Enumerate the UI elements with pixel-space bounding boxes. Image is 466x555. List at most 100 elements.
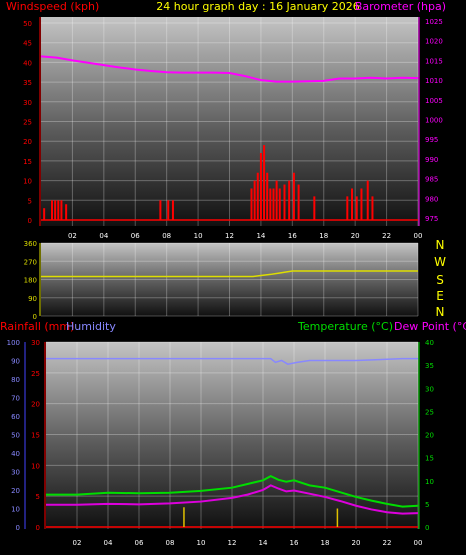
- humidity-tick-label: 70: [11, 395, 20, 403]
- windspeed-tick-label: 25: [23, 119, 32, 127]
- temperature-axis-label: Temperature (°C): [297, 320, 393, 333]
- panel1-x-tick-label: 08: [162, 232, 171, 240]
- rainfall-tick-label: 15: [31, 432, 40, 440]
- humidity-ticks: 0 10 20 30 40 50 60 70 80 90 100: [7, 339, 20, 532]
- panel3-x-tick-label: 12: [228, 539, 237, 547]
- compass-label-n-top: N: [436, 238, 445, 252]
- barometer-tick-label: 1015: [425, 57, 443, 65]
- windspeed-tick-label: 35: [23, 79, 32, 87]
- barometer-tick-label: 1000: [425, 117, 443, 125]
- panel1-x-tick-label: 04: [99, 232, 108, 240]
- panel1-x-tick-label: 20: [351, 232, 360, 240]
- panel2-plot-area: [41, 243, 418, 316]
- panel3-x-tick-label: 18: [321, 539, 330, 547]
- windspeed-tick-label: 45: [23, 40, 32, 48]
- panel3-x-ticks: 02 04 06 08 10 12 14 16 18 20 22 00: [73, 539, 423, 547]
- chart-title: 24 hour graph day : 16 January 2026: [156, 0, 360, 13]
- direction-tick-label: 180: [24, 277, 37, 285]
- dewpoint-axis-label: Dew Point (°C): [394, 320, 466, 333]
- panel1-x-tick-label: 16: [288, 232, 297, 240]
- windspeed-tick-label: 10: [23, 178, 32, 186]
- humidity-tick-label: 30: [11, 469, 20, 477]
- rainfall-tick-label: 5: [36, 493, 40, 501]
- panel1-x-tick-label: 00: [414, 232, 423, 240]
- compass-label-e: E: [436, 289, 444, 303]
- panel1-x-tick-label: 12: [225, 232, 234, 240]
- panel3-x-tick-label: 02: [73, 539, 82, 547]
- barometer-tick-label: 980: [425, 195, 438, 203]
- barometer-tick-label: 990: [425, 156, 438, 164]
- panel1-x-ticks: 02 04 06 08 10 12 14 16 18 20 22 00: [68, 232, 423, 240]
- humidity-axis-label: Humidity: [66, 320, 116, 333]
- panel1-series: [40, 55, 419, 220]
- windspeed-tick-label: 40: [23, 59, 32, 67]
- windspeed-tick-label: 50: [23, 20, 32, 28]
- temperature-tick-label: 10: [425, 478, 434, 486]
- panel3-x-tick-label: 22: [383, 539, 392, 547]
- humidity-tick-label: 80: [11, 376, 20, 384]
- temperature-tick-label: 15: [425, 455, 434, 463]
- rainfall-tick-label: 20: [31, 401, 40, 409]
- barometer-tick-label: 995: [425, 136, 438, 144]
- direction-tick-label: 360: [24, 240, 37, 248]
- temperature-ticks: 0 5 10 15 20 25 30 35 40: [425, 339, 434, 532]
- direction-tick-label: 270: [24, 258, 37, 266]
- panel3-x-tick-label: 04: [104, 539, 113, 547]
- barometer-tick-label: 1005: [425, 97, 443, 105]
- rainfall-tick-label: 30: [31, 339, 40, 347]
- wind-direction-line: [41, 270, 418, 278]
- panel1-x-tick-label: 02: [68, 232, 77, 240]
- rainfall-tick-label: 0: [36, 524, 40, 532]
- temperature-tick-label: 20: [425, 432, 434, 440]
- panel3-x-tick-label: 06: [135, 539, 144, 547]
- dewpoint-line: [46, 484, 419, 515]
- windspeed-axis-label: Windspeed (kph): [6, 0, 99, 13]
- barometer-tick-label: 1020: [425, 38, 443, 46]
- humidity-tick-label: 0: [16, 524, 20, 532]
- temperature-tick-label: 25: [425, 408, 434, 416]
- humidity-tick-label: 10: [11, 506, 20, 514]
- humidity-tick-label: 20: [11, 487, 20, 495]
- windspeed-tick-label: 20: [23, 138, 32, 146]
- barometer-line: [40, 55, 419, 83]
- humidity-line: [46, 357, 418, 365]
- panel1-grid: [41, 17, 419, 226]
- temperature-tick-label: 5: [425, 501, 429, 509]
- panel3-series: [46, 357, 419, 527]
- temperature-tick-label: 40: [425, 339, 434, 347]
- humidity-tick-label: 50: [11, 432, 20, 440]
- direction-tick-label: 90: [28, 295, 37, 303]
- panel1-x-tick-label: 22: [382, 232, 391, 240]
- windspeed-tick-label: 0: [28, 217, 32, 225]
- barometer-ticks: 975 980 985 990 995 1000 1005 1010 1015 1020 1025: [425, 18, 443, 223]
- windspeed-tick-label: 5: [28, 197, 32, 205]
- barometer-tick-label: 975: [425, 215, 438, 223]
- wind-direction-panel: 0 90 180 270 360 N W S E N: [24, 238, 446, 321]
- humidity-tick-label: 40: [11, 450, 20, 458]
- windspeed-ticks: 0 5 10 15 20 25 30 35 40 45 50: [23, 20, 32, 225]
- windspeed-tick-label: 30: [23, 99, 32, 107]
- rainfall-tick-label: 10: [31, 462, 40, 470]
- panel3-x-tick-label: 16: [290, 539, 299, 547]
- humidity-tick-label: 100: [7, 339, 20, 347]
- compass-label-n-bottom: N: [436, 305, 445, 319]
- panel3-x-tick-label: 00: [414, 539, 423, 547]
- panel2-series: [41, 270, 418, 278]
- temperature-tick-label: 30: [425, 385, 434, 393]
- panel1-x-tick-label: 06: [131, 232, 140, 240]
- direction-ticks: 0 90 180 270 360: [24, 240, 37, 321]
- panel3-x-tick-label: 14: [259, 539, 268, 547]
- panel1-plot-area: [41, 17, 418, 226]
- temp-humidity-rain-panel: 0 10 20 30 40 50 60 70 80 90 100 0 5 10 15 20 25 30 0 5 10…: [7, 339, 434, 547]
- panel3-grid: [46, 341, 419, 529]
- barometer-axis-label: Barometer (hpa): [355, 0, 446, 13]
- compass-label-w: W: [434, 255, 446, 269]
- humidity-tick-label: 90: [11, 358, 20, 366]
- rainfall-ticks: 0 5 10 15 20 25 30: [31, 339, 40, 532]
- humidity-tick-label: 60: [11, 413, 20, 421]
- compass-label-s: S: [436, 273, 444, 287]
- panel3-x-tick-label: 08: [166, 539, 175, 547]
- rainfall-tick-label: 25: [31, 370, 40, 378]
